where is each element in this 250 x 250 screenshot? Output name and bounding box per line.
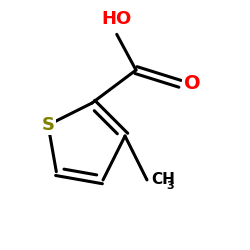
Text: S: S xyxy=(42,116,54,134)
Text: CH: CH xyxy=(151,172,175,188)
Text: O: O xyxy=(184,74,200,93)
Text: HO: HO xyxy=(102,10,132,28)
Text: 3: 3 xyxy=(167,181,174,191)
